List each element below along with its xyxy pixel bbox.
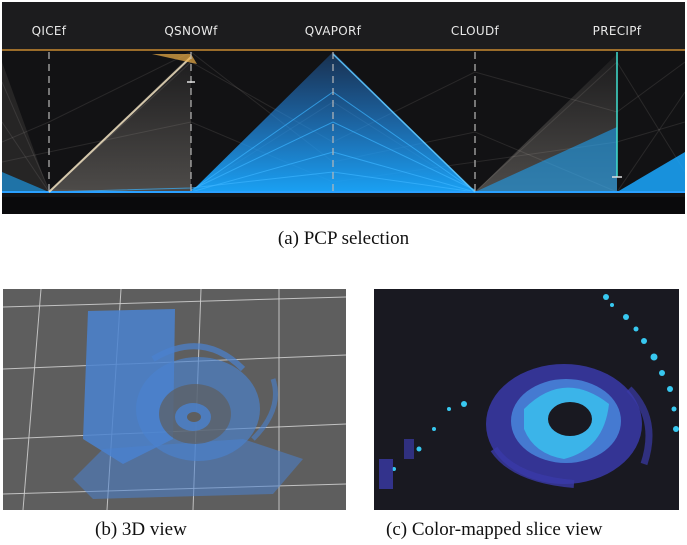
pcp-view[interactable]: QICEf QSNOWf QVAPORf CLOUDf PRECIPf: [2, 2, 685, 214]
slice-view[interactable]: [374, 289, 679, 510]
slice-canvas[interactable]: [374, 289, 679, 510]
pcp-selected-start: [2, 172, 49, 192]
pcp-context-fan-edge: [2, 62, 49, 192]
slice-colormap: [486, 364, 653, 488]
pcp-canvas[interactable]: QICEf QSNOWf QVAPORf CLOUDf PRECIPf: [2, 2, 685, 214]
volume-render: [73, 309, 303, 499]
pcp-selected-right: [475, 127, 617, 192]
pcp-highlight-orange: [152, 54, 197, 64]
axis-label-cloudf: CLOUDf: [451, 24, 500, 38]
pcp-bottom-band: [2, 197, 685, 214]
caption-pcp: (a) PCP selection: [277, 228, 410, 249]
slice-outer-band: [379, 439, 414, 489]
caption-slice-view: (c) Color-mapped slice view: [386, 519, 603, 540]
slice-cell-dots: [392, 294, 679, 471]
caption-3d-view: (b) 3D view: [95, 519, 187, 540]
axis-label-qvaporf: QVAPORf: [305, 24, 362, 38]
pcp-highlight-ray-blue: [332, 53, 476, 193]
pcp-highlight-ray: [48, 56, 192, 193]
axis-label-qicef: QICEf: [32, 24, 67, 38]
axis-label-precipf: PRECIPf: [593, 24, 642, 38]
volume-3d-view[interactable]: [3, 289, 346, 510]
volume-3d-canvas[interactable]: [3, 289, 346, 510]
axis-label-qsnowf: QSNOWf: [164, 24, 218, 38]
pcp-selected-end: [617, 152, 685, 192]
